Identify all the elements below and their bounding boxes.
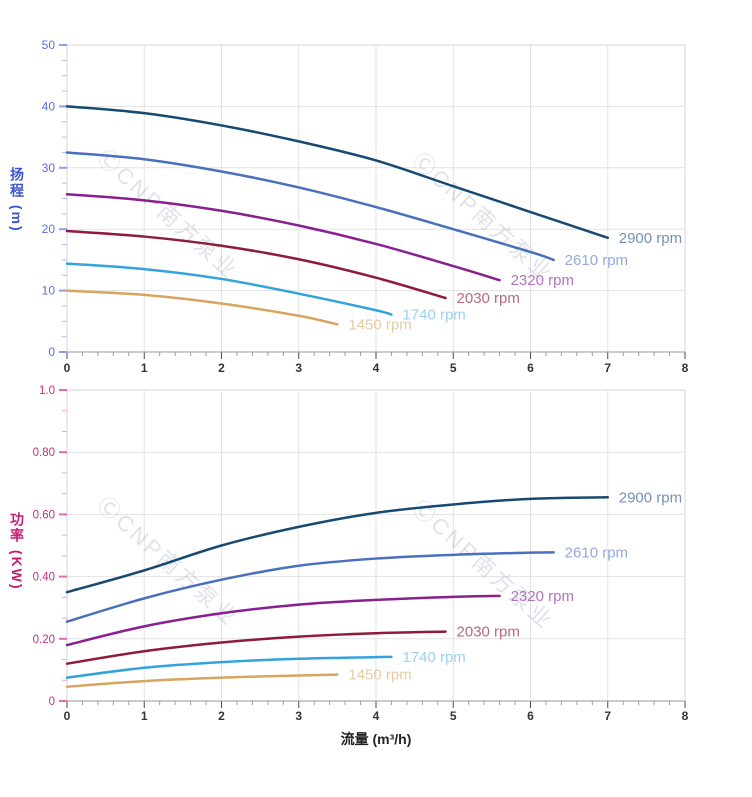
rpm-label-2030-rpm: 2030 rpm (457, 624, 520, 641)
x-tick-label: 0 (64, 361, 71, 375)
y-tick-label: 0 (48, 345, 55, 359)
rpm-label-2320-rpm: 2320 rpm (511, 272, 574, 289)
x-tick-label: 2 (218, 709, 225, 723)
curve-2610-rpm (65, 551, 555, 623)
curve-2320-rpm (65, 192, 501, 282)
power-axis-title: 功率 (KW) (9, 512, 25, 591)
x-tick-label: 7 (604, 709, 611, 723)
y-tick-label: 20 (42, 222, 56, 236)
curve-1450-rpm (65, 673, 339, 688)
x-tick-label: 2 (218, 361, 225, 375)
x-tick-label: 1 (141, 709, 148, 723)
x-tick-label: 3 (295, 709, 302, 723)
x-tick-label: 8 (682, 361, 689, 375)
rpm-label-2610-rpm: 2610 rpm (565, 544, 628, 561)
y-tick-label: 0.80 (33, 447, 55, 459)
curve-2900-rpm (65, 496, 609, 594)
brand-watermark: ⒸCNP南方泵业 (92, 145, 243, 284)
y-tick-label: 40 (42, 99, 56, 113)
curve-1740-rpm (65, 262, 393, 316)
x-tick-label: 5 (450, 709, 457, 723)
y-tick-label: 1.0 (39, 385, 55, 397)
x-tick-label: 8 (682, 709, 689, 723)
brand-watermark: ⒸCNP南方泵业 (408, 495, 559, 634)
curve-2900-rpm (65, 105, 609, 240)
x-tick-label: 6 (527, 709, 534, 723)
x-tick-label: 5 (450, 361, 457, 375)
rpm-label-2030-rpm: 2030 rpm (457, 290, 520, 307)
curve-2030-rpm (65, 630, 447, 665)
y-tick-label: 0 (49, 696, 55, 708)
rpm-label-1450-rpm: 1450 rpm (348, 667, 411, 684)
y-tick-label: 0.60 (33, 509, 55, 521)
rpm-label-2900-rpm: 2900 rpm (619, 230, 682, 247)
rpm-label-1740-rpm: 1740 rpm (402, 307, 465, 324)
rpm-label-1450-rpm: 1450 rpm (348, 316, 411, 333)
rpm-label-2610-rpm: 2610 rpm (565, 252, 628, 269)
x-tick-label: 3 (295, 361, 302, 375)
x-tick-label: 1 (141, 361, 148, 375)
rpm-label-1740-rpm: 1740 rpm (402, 649, 465, 666)
y-ticks (59, 389, 67, 702)
x-tick-label: 6 (527, 361, 534, 375)
y-tick-label: 0.20 (33, 634, 55, 646)
x-tick-label: 4 (373, 709, 380, 723)
y-tick-label: 0.40 (33, 572, 55, 584)
curve-2320-rpm (65, 594, 501, 647)
x-tick-label: 7 (604, 361, 611, 375)
x-tick-label: 4 (373, 361, 380, 375)
x-tick-label: 0 (64, 709, 71, 723)
brand-watermark: ⒸCNP南方泵业 (408, 148, 559, 287)
y-tick-label: 50 (42, 38, 56, 52)
curve-1740-rpm (65, 655, 393, 679)
head-chart: ⒸCNP南方泵业 ⒸCNP南方泵业 0 1 2 3 4 5 6 7 8 0 10 20 30 40 50 2900… (42, 38, 689, 375)
flow-axis-title: 流量 (m³/h) (340, 731, 412, 747)
y-tick-label: 30 (42, 161, 56, 175)
x-ticks (66, 701, 686, 708)
x-ticks (66, 352, 686, 359)
y-ticks (59, 44, 67, 353)
curve-2030-rpm (65, 229, 447, 300)
rpm-label-2900-rpm: 2900 rpm (619, 489, 682, 506)
y-tick-label: 10 (42, 284, 56, 298)
curve-1450-rpm (65, 289, 339, 326)
rpm-label-2320-rpm: 2320 rpm (511, 588, 574, 605)
curve-2610-rpm (65, 151, 555, 262)
head-axis-title: 扬程 (m) (9, 167, 25, 233)
